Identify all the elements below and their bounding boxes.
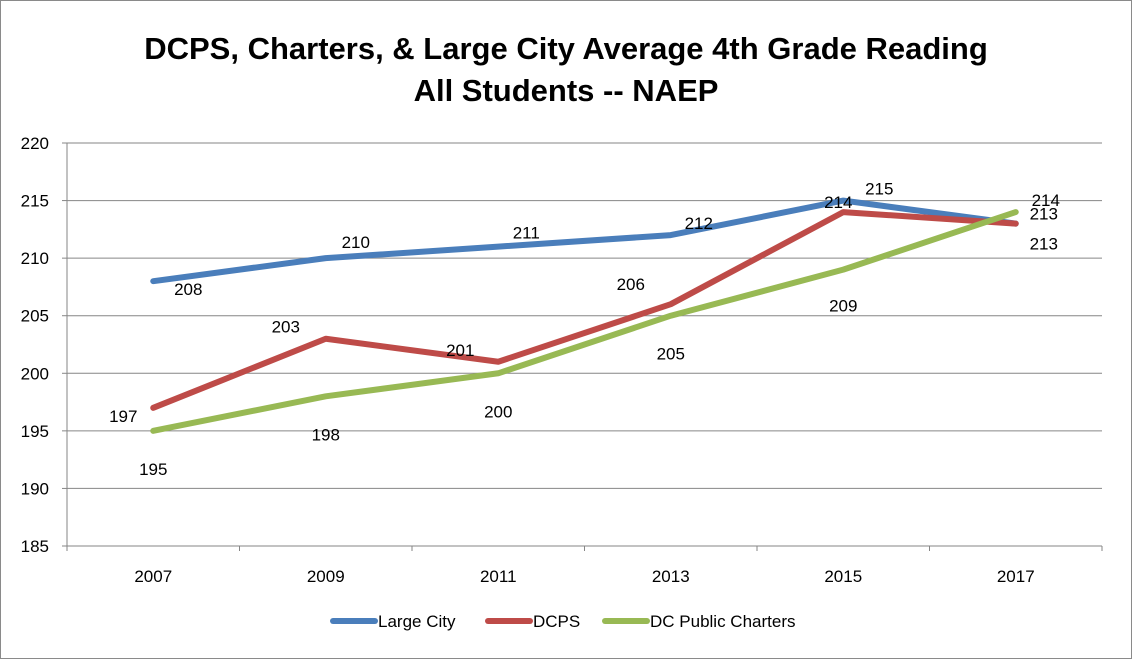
x-tick-label: 2013 — [652, 567, 690, 586]
x-tick-label: 2015 — [824, 567, 862, 586]
data-label: 209 — [829, 297, 857, 316]
x-tick-label: 2007 — [134, 567, 172, 586]
x-tick-label: 2009 — [307, 567, 345, 586]
data-label: 208 — [174, 280, 202, 299]
data-label: 203 — [272, 318, 300, 337]
data-label: 214 — [824, 193, 852, 212]
chart-title-line-1: DCPS, Charters, & Large City Average 4th… — [144, 31, 988, 66]
data-label: 215 — [865, 180, 893, 199]
data-label: 210 — [342, 233, 370, 252]
data-label: 213 — [1030, 205, 1058, 224]
data-label: 211 — [513, 224, 540, 243]
data-label: 212 — [685, 214, 713, 233]
data-label: 205 — [657, 345, 685, 364]
data-label: 213 — [1030, 235, 1058, 254]
data-label: 201 — [446, 341, 474, 360]
chart-title-line-2: All Students -- NAEP — [413, 73, 719, 108]
y-tick-label: 210 — [21, 249, 49, 268]
x-tick-label: 2011 — [480, 567, 517, 586]
series-line-large-city — [150, 197, 1019, 285]
legend-label: Large City — [378, 612, 456, 631]
series-line-dc-public-charters — [150, 209, 1019, 434]
y-tick-label: 190 — [21, 479, 49, 498]
data-label: 198 — [312, 425, 340, 444]
data-label: 206 — [617, 275, 645, 294]
y-tick-label: 215 — [21, 192, 49, 211]
y-tick-label: 200 — [21, 364, 49, 383]
y-tick-label: 185 — [21, 537, 49, 556]
data-label: 197 — [109, 407, 137, 426]
data-label: 200 — [484, 402, 512, 421]
legend-label: DCPS — [533, 612, 580, 631]
data-label: 214 — [1032, 191, 1060, 210]
legend-label: DC Public Charters — [650, 612, 796, 631]
series-line-dcps — [150, 209, 1019, 411]
x-tick-label: 2017 — [997, 567, 1035, 586]
data-label: 195 — [139, 460, 167, 479]
y-tick-label: 195 — [21, 422, 49, 441]
y-tick-label: 205 — [21, 307, 49, 326]
y-tick-label: 220 — [21, 134, 49, 153]
